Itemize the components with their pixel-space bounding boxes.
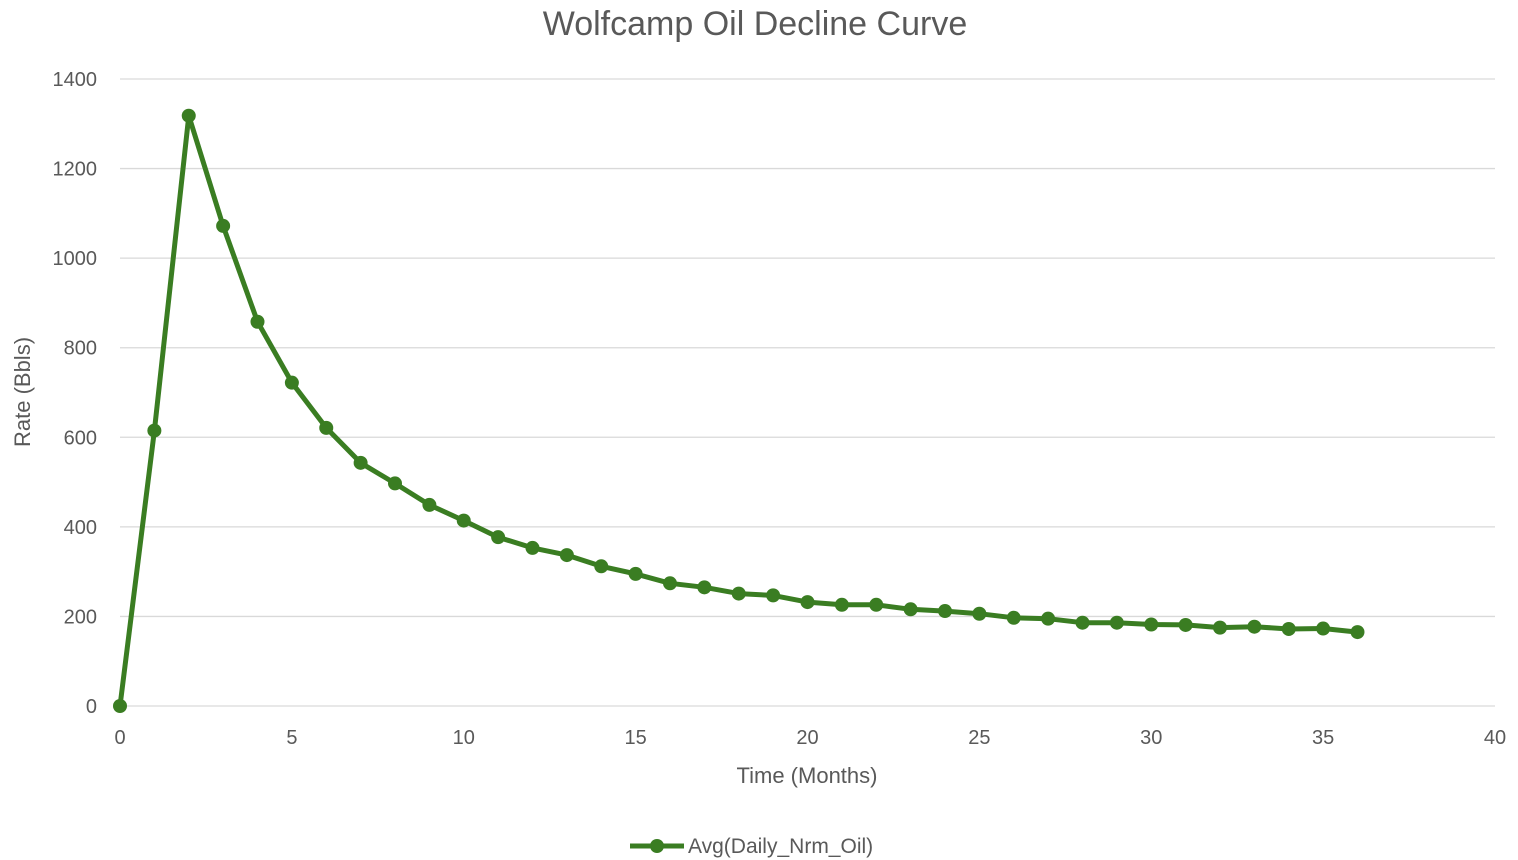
data-point	[284, 375, 299, 390]
x-tick-label: 5	[286, 727, 297, 749]
y-tick-label: 200	[64, 606, 97, 628]
data-point	[216, 218, 231, 233]
data-point	[1281, 621, 1296, 636]
data-point	[903, 602, 918, 617]
y-axis-title: Rate (Bbls)	[10, 337, 35, 447]
x-tick-label: 40	[1484, 727, 1506, 749]
data-point	[1316, 621, 1331, 636]
data-point	[594, 559, 609, 574]
x-tick-label: 10	[453, 727, 475, 749]
data-point	[663, 576, 677, 591]
legend-label: Avg(Daily_Nrm_Oil)	[688, 835, 873, 858]
x-tick-label: 15	[625, 727, 647, 749]
data-point	[834, 597, 849, 612]
data-point	[1247, 619, 1262, 634]
x-tick-label: 35	[1312, 727, 1334, 749]
data-point	[869, 597, 884, 612]
data-point	[1350, 625, 1365, 640]
data-point	[1041, 611, 1056, 626]
data-point	[1109, 615, 1124, 630]
data-point	[250, 314, 265, 329]
data-point	[697, 580, 712, 595]
data-point	[147, 423, 162, 438]
data-point	[1213, 620, 1227, 635]
data-point	[938, 604, 952, 619]
series-line	[117, 113, 1360, 709]
y-tick-label: 1200	[53, 159, 98, 181]
data-point	[800, 595, 815, 610]
data-point	[628, 566, 643, 581]
data-point	[559, 548, 574, 563]
data-point	[766, 588, 781, 603]
y-tick-label: 1400	[53, 69, 98, 91]
y-axis-ticks: 0 200 400 600 800 1000 1200 1400	[53, 69, 98, 718]
data-point	[1144, 617, 1159, 632]
y-tick-label: 1000	[53, 248, 98, 270]
data-point	[1075, 615, 1090, 630]
y-tick-label: 0	[86, 696, 97, 718]
x-tick-label: 0	[114, 727, 125, 749]
data-point	[113, 699, 127, 713]
data-point	[491, 530, 506, 545]
gridlines	[120, 78, 1495, 707]
legend-marker-swatch	[650, 839, 664, 853]
data-point	[181, 108, 196, 123]
series-layer	[113, 108, 1365, 713]
data-point	[388, 476, 402, 491]
x-axis-title: Time (Months)	[737, 763, 878, 788]
chart-title: Wolfcamp Oil Decline Curve	[543, 5, 968, 43]
data-point	[456, 513, 471, 528]
data-point	[1006, 610, 1021, 625]
x-tick-label: 20	[796, 727, 818, 749]
x-tick-label: 25	[968, 727, 990, 749]
y-tick-label: 400	[64, 517, 97, 539]
x-axis-ticks: 0 5 10 15 20 25 30 35 40	[114, 727, 1506, 749]
data-point	[972, 606, 987, 621]
data-point	[731, 586, 746, 601]
data-point	[525, 540, 540, 555]
data-point	[353, 455, 368, 470]
y-tick-label: 800	[64, 338, 97, 360]
data-point	[1178, 617, 1193, 632]
y-tick-label: 600	[64, 427, 97, 449]
legend: Avg(Daily_Nrm_Oil)	[630, 835, 873, 858]
x-tick-label: 30	[1140, 727, 1162, 749]
data-point	[319, 420, 334, 435]
data-point	[422, 497, 437, 512]
